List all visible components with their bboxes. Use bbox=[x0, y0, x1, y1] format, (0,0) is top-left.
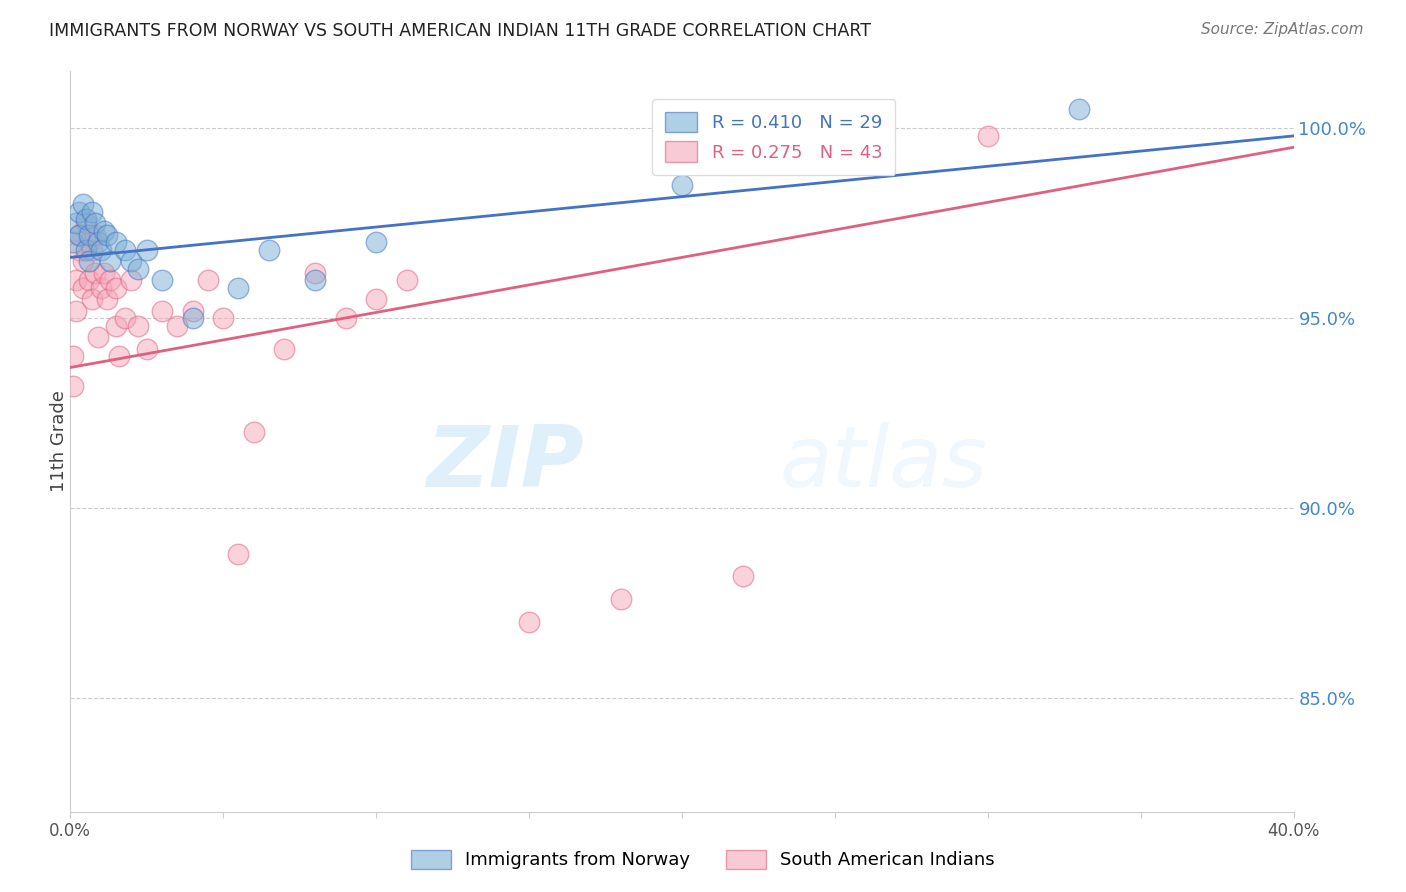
Point bbox=[135, 342, 157, 356]
Point bbox=[366, 235, 388, 250]
Point bbox=[90, 243, 112, 257]
Point bbox=[93, 224, 115, 238]
Point bbox=[166, 318, 188, 333]
Point bbox=[366, 292, 388, 306]
Point bbox=[62, 379, 84, 393]
Point bbox=[395, 273, 418, 287]
Point bbox=[671, 178, 693, 193]
Point bbox=[83, 216, 105, 230]
Point bbox=[181, 303, 204, 318]
Text: ZIP: ZIP bbox=[426, 422, 583, 505]
Point bbox=[304, 273, 326, 287]
Point bbox=[83, 266, 105, 280]
Point bbox=[80, 292, 103, 306]
Point bbox=[75, 243, 97, 257]
Point bbox=[77, 254, 100, 268]
Point bbox=[127, 318, 149, 333]
Point bbox=[257, 243, 280, 257]
Point bbox=[75, 212, 97, 227]
Point bbox=[65, 273, 87, 287]
Point bbox=[65, 303, 87, 318]
Point bbox=[1069, 103, 1091, 117]
Point bbox=[304, 266, 326, 280]
Point bbox=[93, 266, 115, 280]
Legend: R = 0.410   N = 29, R = 0.275   N = 43: R = 0.410 N = 29, R = 0.275 N = 43 bbox=[652, 99, 896, 175]
Point bbox=[65, 216, 87, 230]
Point bbox=[976, 128, 998, 143]
Point bbox=[96, 292, 118, 306]
Point bbox=[335, 311, 357, 326]
Point bbox=[105, 318, 128, 333]
Point bbox=[80, 204, 103, 219]
Point bbox=[69, 204, 91, 219]
Point bbox=[114, 311, 136, 326]
Point bbox=[69, 227, 91, 242]
Point bbox=[80, 243, 103, 257]
Point bbox=[69, 243, 91, 257]
Point bbox=[105, 235, 128, 250]
Point bbox=[181, 311, 204, 326]
Point bbox=[83, 227, 105, 242]
Point bbox=[72, 281, 94, 295]
Point bbox=[90, 281, 112, 295]
Point bbox=[108, 349, 131, 363]
Point bbox=[77, 227, 100, 242]
Point bbox=[96, 227, 118, 242]
Point bbox=[72, 197, 94, 211]
Point bbox=[69, 227, 91, 242]
Point bbox=[517, 615, 540, 629]
Point bbox=[62, 349, 84, 363]
Point bbox=[77, 235, 100, 250]
Point bbox=[87, 235, 110, 250]
Text: IMMIGRANTS FROM NORWAY VS SOUTH AMERICAN INDIAN 11TH GRADE CORRELATION CHART: IMMIGRANTS FROM NORWAY VS SOUTH AMERICAN… bbox=[49, 22, 872, 40]
Point bbox=[114, 243, 136, 257]
Point bbox=[212, 311, 235, 326]
Point bbox=[150, 273, 173, 287]
Legend: Immigrants from Norway, South American Indians: Immigrants from Norway, South American I… bbox=[402, 840, 1004, 879]
Point bbox=[105, 281, 128, 295]
Point bbox=[733, 569, 755, 583]
Point bbox=[98, 254, 121, 268]
Text: Source: ZipAtlas.com: Source: ZipAtlas.com bbox=[1201, 22, 1364, 37]
Point bbox=[72, 254, 94, 268]
Point bbox=[121, 254, 143, 268]
Point bbox=[121, 273, 143, 287]
Point bbox=[127, 261, 149, 276]
Point bbox=[273, 342, 295, 356]
Point bbox=[135, 243, 157, 257]
Point bbox=[62, 235, 84, 250]
Point bbox=[98, 273, 121, 287]
Point bbox=[610, 592, 633, 607]
Point bbox=[243, 425, 266, 439]
Point bbox=[75, 216, 97, 230]
Y-axis label: 11th Grade: 11th Grade bbox=[51, 391, 67, 492]
Point bbox=[228, 547, 250, 561]
Point bbox=[87, 330, 110, 344]
Point bbox=[197, 273, 219, 287]
Text: atlas: atlas bbox=[780, 422, 988, 505]
Point bbox=[228, 281, 250, 295]
Point bbox=[150, 303, 173, 318]
Point bbox=[77, 273, 100, 287]
